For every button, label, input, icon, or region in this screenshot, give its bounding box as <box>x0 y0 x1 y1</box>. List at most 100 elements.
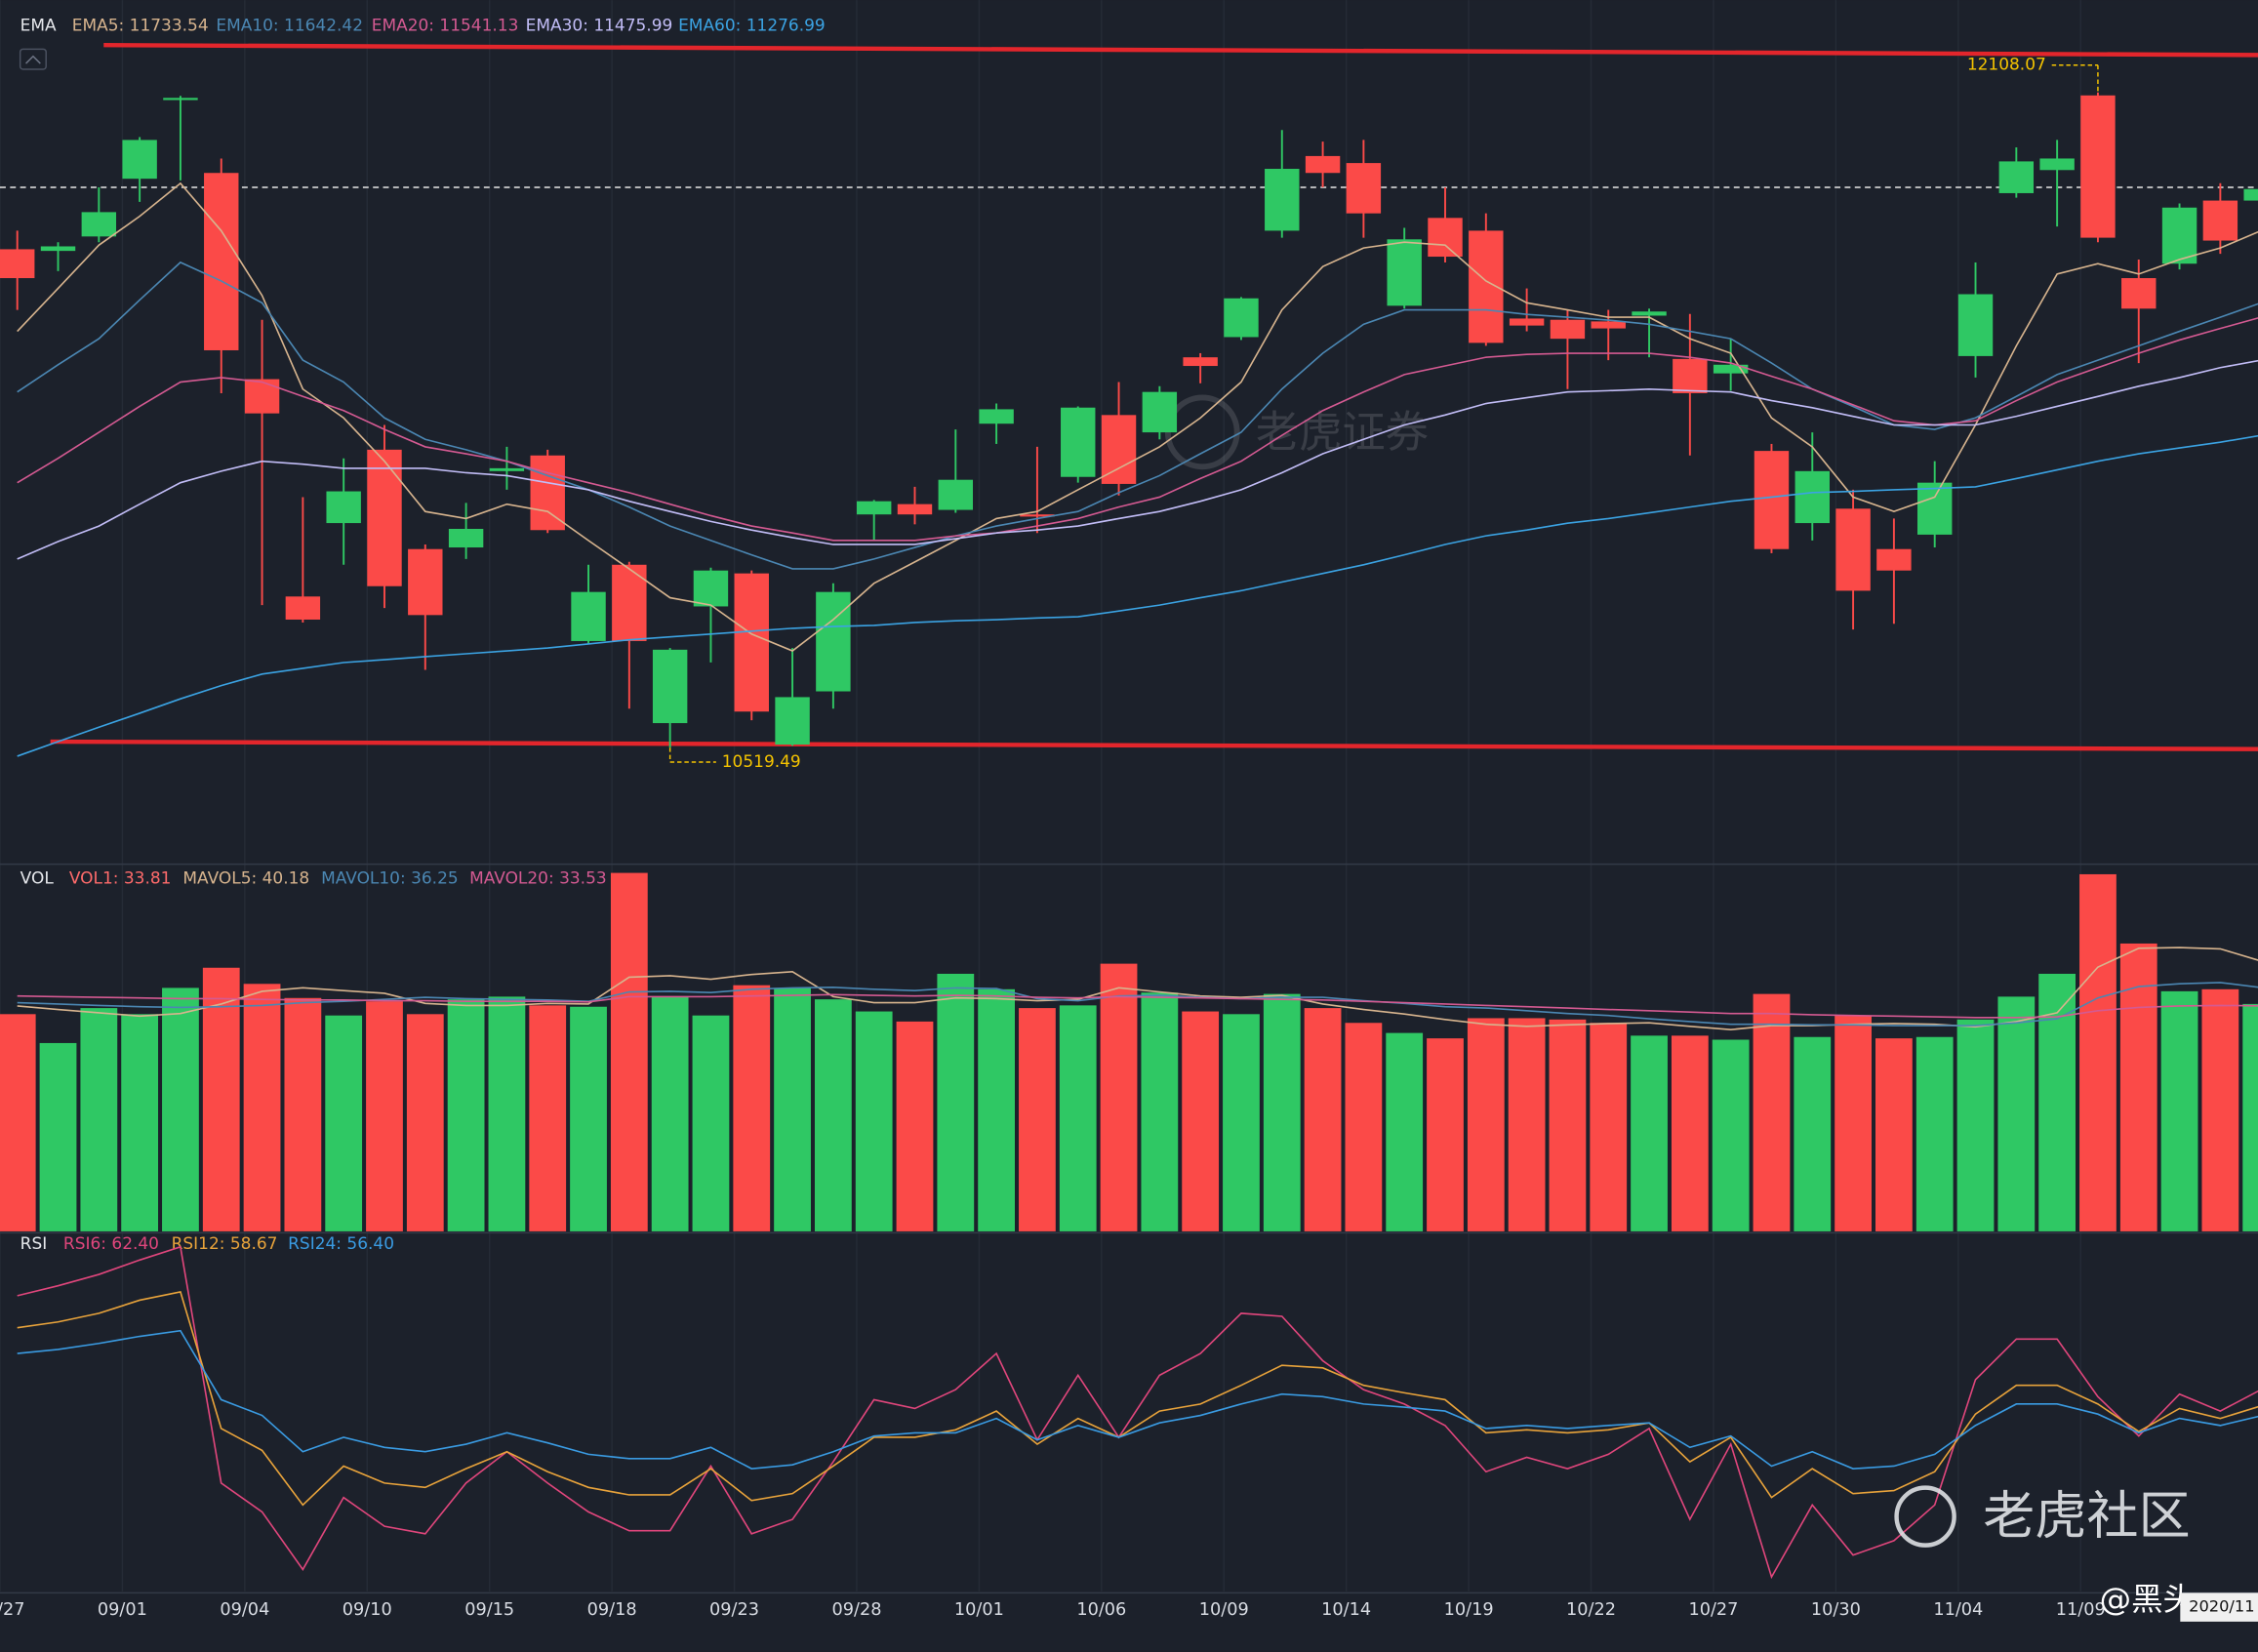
watermark-text: 老虎证券 <box>1256 408 1429 458</box>
collapse-button[interactable] <box>19 48 47 70</box>
candle-body <box>1998 161 2035 193</box>
volume-bar <box>1549 1019 1587 1231</box>
candle-body <box>612 564 647 641</box>
candle-body <box>1101 415 1137 484</box>
volume-bar <box>610 872 648 1231</box>
candle-body <box>1428 218 1463 258</box>
candle-body <box>2161 207 2198 264</box>
volume-bar <box>1835 1015 1872 1231</box>
candle-body <box>2121 278 2157 309</box>
candle-body <box>2202 200 2238 241</box>
line-series <box>17 317 2258 542</box>
high-label: 12108.07 <box>1967 56 2046 75</box>
volume-bar <box>733 985 771 1231</box>
x-tick-label: 10/09 <box>1199 1600 1249 1620</box>
candle-body <box>1876 548 1912 571</box>
line-series <box>17 993 2258 1019</box>
candle-body <box>2243 188 2258 201</box>
legend-entry: MAVOL10: 36.25 <box>321 868 459 888</box>
x-tick-label: 10/27 <box>1688 1600 1738 1620</box>
line-series <box>17 1245 2258 1580</box>
candle-body <box>1957 294 1994 356</box>
volume-bar <box>121 1014 159 1231</box>
x-tick-label: 09/28 <box>831 1600 881 1620</box>
volume-bar <box>1712 1039 1750 1231</box>
volume-bar <box>1223 1014 1260 1231</box>
candle-body <box>244 379 280 414</box>
line-series <box>17 261 2258 570</box>
volume-bar <box>80 1008 118 1231</box>
community-text: 老虎社区 <box>1983 1486 2190 1547</box>
legend-entry: EMA60: 11276.99 <box>678 17 826 36</box>
volume-bar <box>1875 1038 1913 1231</box>
x-tick-label: 09/18 <box>587 1600 637 1620</box>
candle-body <box>734 573 769 712</box>
volume-bar <box>406 1014 444 1231</box>
legend-entry: VOL1: 33.81 <box>69 868 172 888</box>
pane-title: RSI <box>20 1234 48 1254</box>
volume-bar <box>570 1006 607 1231</box>
candle-body <box>2080 95 2116 238</box>
candle-body <box>1509 318 1545 326</box>
line-series <box>17 434 2258 757</box>
low-label: 10519.49 <box>722 752 801 772</box>
candle-body <box>1754 451 1790 549</box>
x-tick-label: 09/23 <box>709 1600 759 1620</box>
candle-body <box>1305 155 1341 174</box>
volume-bar <box>1508 1018 1546 1231</box>
x-tick-label: 11/09 <box>2056 1600 2106 1620</box>
cursor-date-box <box>2180 1592 2258 1622</box>
candle-body <box>816 591 851 692</box>
candle-body <box>571 591 606 641</box>
candle-body <box>1794 470 1830 524</box>
candle-body <box>1673 358 1708 393</box>
candle-body <box>1550 319 1586 340</box>
x-tick-label: 11/04 <box>1933 1600 1983 1620</box>
legend-entry: EMA10: 11642.42 <box>216 17 363 36</box>
candle-body <box>1142 391 1178 433</box>
candle-body <box>489 467 525 471</box>
volume-bar <box>447 999 485 1231</box>
volume-bar <box>39 1042 77 1231</box>
volume-bar <box>2201 988 2239 1231</box>
x-tick-label: 10/06 <box>1076 1600 1126 1620</box>
author-text: @黑头 <box>2100 1581 2195 1618</box>
volume-bar <box>325 1015 363 1231</box>
candle-body <box>530 455 565 531</box>
volume-bar <box>774 987 811 1231</box>
volume-bar <box>2242 1003 2258 1231</box>
candle-body <box>2039 158 2075 171</box>
candle-body <box>652 649 688 724</box>
candle-body <box>40 246 76 252</box>
candle-body <box>856 501 892 515</box>
legend-entry: RSI6: 62.40 <box>63 1234 159 1254</box>
candle-body <box>1591 321 1626 329</box>
volume-bar <box>692 1015 730 1231</box>
volume-bar <box>651 996 689 1231</box>
volume-bar <box>1141 992 1179 1231</box>
x-tick-label: 09/10 <box>343 1600 392 1620</box>
line-series <box>17 1329 2258 1470</box>
volume-bar <box>243 984 281 1231</box>
volume-bar <box>284 997 322 1231</box>
volume-bar <box>202 967 240 1231</box>
candle-body <box>448 528 484 548</box>
candle-body <box>285 596 321 620</box>
volume-bar <box>488 996 526 1231</box>
volume-bar <box>1794 1036 1832 1231</box>
volume-bar <box>1019 1008 1056 1231</box>
volume-bar <box>1386 1032 1424 1231</box>
volume-bar <box>1263 993 1301 1231</box>
volume-bar <box>1590 1023 1628 1231</box>
trend-line <box>50 739 2258 751</box>
volume-bar <box>1753 993 1791 1231</box>
candle-body <box>81 212 117 237</box>
volume-bar <box>1345 1023 1383 1231</box>
community-watermark: 老虎社区 <box>1894 1485 2191 1548</box>
cursor-date: 2020/11 <box>2189 1597 2254 1616</box>
x-tick-label: 10/01 <box>954 1600 1004 1620</box>
candle-body <box>1835 508 1871 591</box>
legend-entry: EMA5: 11733.54 <box>72 17 209 36</box>
line-series <box>17 359 2258 560</box>
